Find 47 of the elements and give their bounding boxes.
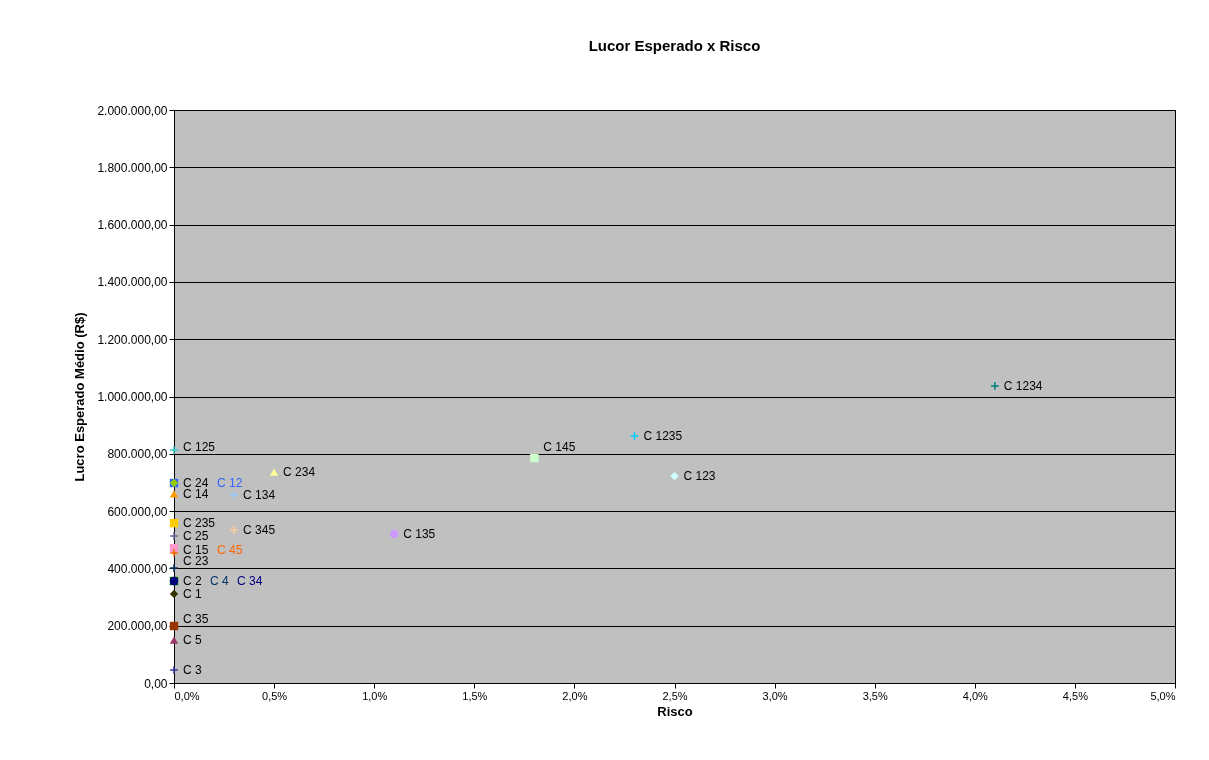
series-label: C 125	[183, 439, 216, 454]
y-tick-label: 1.400.000,00	[97, 275, 168, 290]
series-label: C 14	[183, 486, 209, 501]
series-label: C 123	[683, 469, 716, 484]
y-tick-label: 0,00	[144, 676, 168, 691]
series-label: C 25	[183, 529, 209, 544]
series-label: C 35	[183, 611, 209, 626]
x-tick-label: 2,0%	[562, 689, 588, 702]
y-tick-label: 1.000.000,00	[97, 390, 168, 404]
y-tick-label: 800.000,00	[107, 447, 168, 462]
series-label: C 23	[183, 554, 209, 569]
y-tick-label: 200.000,00	[107, 619, 168, 634]
x-tick-label: 2,5%	[662, 689, 688, 702]
x-tick-label: 4,0%	[962, 689, 989, 702]
y-tick-label: 2.000.000,00	[97, 103, 168, 118]
series-label: C 2	[183, 574, 202, 589]
text: C 45	[217, 543, 243, 558]
y-tick-label: 1.200.000,00	[97, 332, 168, 347]
series-label: C 5	[183, 633, 202, 648]
series-label: C 3	[183, 663, 202, 678]
x-tick-label: 1,0%	[362, 689, 388, 702]
series-label: C 345	[243, 523, 276, 538]
series-label: C 235	[183, 516, 216, 531]
x-tick-label: 0,0%	[174, 689, 200, 702]
x-tick-label: 0,5%	[262, 689, 288, 702]
series-label: C 234	[283, 465, 316, 480]
series-label: C 1234	[1003, 378, 1043, 393]
series-label: C 135	[403, 527, 436, 542]
y-tick-label: 400.000,00	[107, 561, 168, 576]
series-label: C 145	[543, 439, 576, 454]
y-tick-label: 600.000,00	[107, 504, 168, 519]
x-tick-label: 5,0%	[1150, 689, 1176, 702]
x-tick-label: 1,5%	[462, 689, 488, 702]
text: C 4	[210, 574, 229, 589]
series-label: C 134	[243, 488, 276, 503]
x-axis-title: Risco	[657, 703, 693, 719]
x-tick-label: 3,5%	[862, 689, 888, 702]
x-tick-label: 3,0%	[762, 689, 788, 702]
y-tick-label: 1.600.000,00	[97, 218, 168, 233]
y-axis-title: Lucro Esperado Médio (R$)	[72, 312, 88, 482]
series-label: C 1235	[643, 429, 683, 444]
chart-title: Lucor Esperado x Risco	[588, 37, 761, 54]
text: C 12	[217, 476, 243, 491]
series-label: C 1	[183, 586, 202, 601]
x-tick-label: 4,5%	[1062, 689, 1089, 702]
y-tick-label: 1.800.000,00	[97, 160, 168, 175]
text: C 34	[237, 574, 263, 589]
